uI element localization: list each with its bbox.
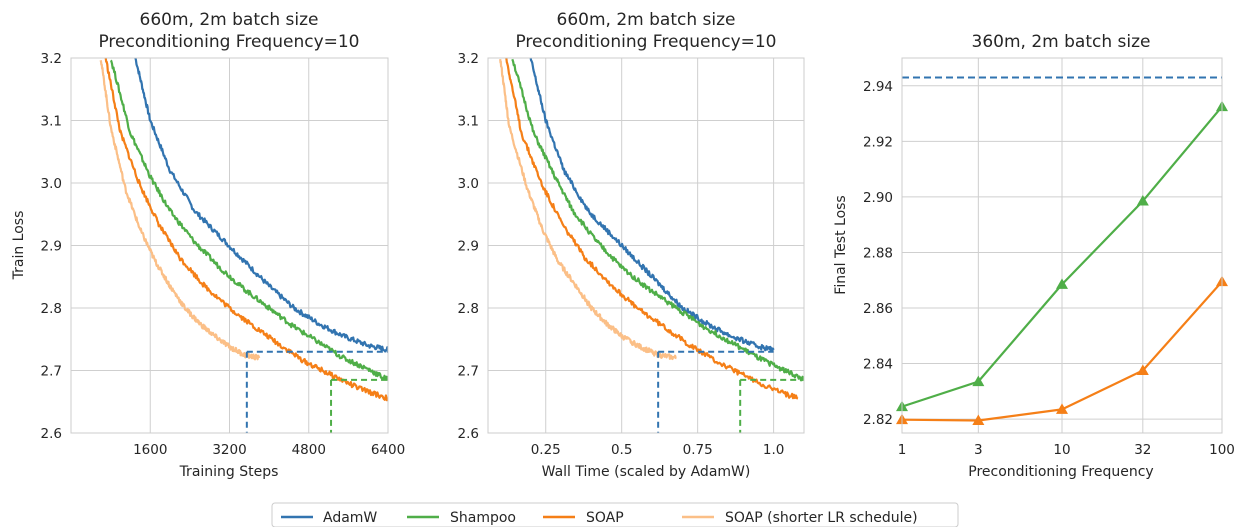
x-axis-label: Wall Time (scaled by AdamW) <box>542 464 751 480</box>
y-tick-label: 2.86 <box>863 301 893 317</box>
x-tick-label: 1600 <box>133 442 167 458</box>
y-tick-label: 2.92 <box>863 134 893 150</box>
x-tick-label: 0.75 <box>683 442 713 458</box>
legend-label-shampoo: Shampoo <box>450 510 516 526</box>
legend-label-soap-short: SOAP (shorter LR schedule) <box>725 510 918 526</box>
data-point-shampoo <box>972 375 985 387</box>
chart-title-line-2: Preconditioning Frequency=10 <box>515 32 776 52</box>
y-tick-label: 2.7 <box>41 364 62 380</box>
data-point-shampoo <box>1056 278 1068 289</box>
y-tick-label: 3.1 <box>458 114 479 130</box>
y-tick-label: 3.1 <box>41 114 62 130</box>
x-tick-label: 0.25 <box>531 442 561 458</box>
series-line-shampoo <box>109 59 388 381</box>
data-point-soap <box>1136 364 1149 375</box>
y-tick-label: 2.9 <box>458 239 479 255</box>
series-line-soap-shorter-lr-schedule <box>99 60 261 361</box>
series-line-soap <box>104 58 388 402</box>
y-tick-label: 3.0 <box>458 176 479 192</box>
x-axis-label: Training Steps <box>179 464 279 480</box>
plot-area-border <box>901 57 1223 434</box>
y-axis-label: Final Test Loss <box>833 195 849 294</box>
chart-title-line-2: Preconditioning Frequency=10 <box>98 32 359 52</box>
x-tick-label: 3200 <box>212 442 246 458</box>
y-axis-label: Train Loss <box>11 211 27 281</box>
y-tick-label: 2.6 <box>458 426 479 442</box>
y-tick-label: 2.90 <box>863 190 893 206</box>
y-tick-label: 2.94 <box>863 79 893 95</box>
series-line-soap-shorter-lr-schedule <box>499 59 677 361</box>
y-tick-label: 2.88 <box>863 245 893 261</box>
x-tick-label: 6400 <box>371 442 405 458</box>
x-tick-label: 100 <box>1209 442 1235 458</box>
y-tick-label: 2.6 <box>41 426 62 442</box>
chart-panel-training-steps: 660m, 2m batch size Preconditioning Freq… <box>11 10 405 480</box>
chart-panel-wall-time: 660m, 2m batch size Preconditioning Freq… <box>458 10 805 480</box>
data-point-soap <box>1056 403 1068 414</box>
plot-area-border <box>70 57 389 434</box>
series-line-soap <box>505 58 799 400</box>
legend-label-adamw: AdamW <box>323 510 377 526</box>
y-tick-label: 3.2 <box>41 51 62 67</box>
chart-panel-preconditioning-frequency: 360m, 2m batch size Preconditioning Freq… <box>833 32 1235 480</box>
y-tick-label: 2.82 <box>863 412 893 428</box>
x-tick-label: 32 <box>1134 442 1151 458</box>
y-tick-label: 3.2 <box>458 51 479 67</box>
x-axis-label: Preconditioning Frequency <box>968 464 1153 480</box>
legend: AdamW Shampoo SOAP SOAP (shorter LR sche… <box>271 502 959 527</box>
x-tick-label: 0.5 <box>611 442 632 458</box>
legend-frame <box>271 502 959 527</box>
y-tick-label: 2.8 <box>41 301 62 317</box>
x-tick-label: 3 <box>974 442 983 458</box>
x-tick-label: 4800 <box>292 442 326 458</box>
series-line-adamw <box>134 58 388 353</box>
legend-label-soap: SOAP <box>586 510 624 526</box>
y-tick-label: 2.8 <box>458 301 479 317</box>
series-line-shampoo <box>511 58 804 382</box>
chart-title-line-1: 660m, 2m batch size <box>557 10 736 30</box>
plot-area-border <box>487 57 805 434</box>
y-tick-label: 3.0 <box>41 176 62 192</box>
y-tick-label: 2.9 <box>41 239 62 255</box>
chart-title-line-1: 660m, 2m batch size <box>140 10 319 30</box>
x-tick-label: 1.0 <box>763 442 784 458</box>
x-tick-label: 10 <box>1053 442 1070 458</box>
x-tick-label: 1 <box>898 442 907 458</box>
y-tick-label: 2.84 <box>863 357 893 373</box>
data-point-shampoo <box>1136 195 1149 206</box>
data-point-soap <box>972 414 985 425</box>
series-line-adamw <box>529 58 775 353</box>
chart-title: 360m, 2m batch size <box>972 32 1151 52</box>
y-tick-label: 2.7 <box>458 364 479 380</box>
